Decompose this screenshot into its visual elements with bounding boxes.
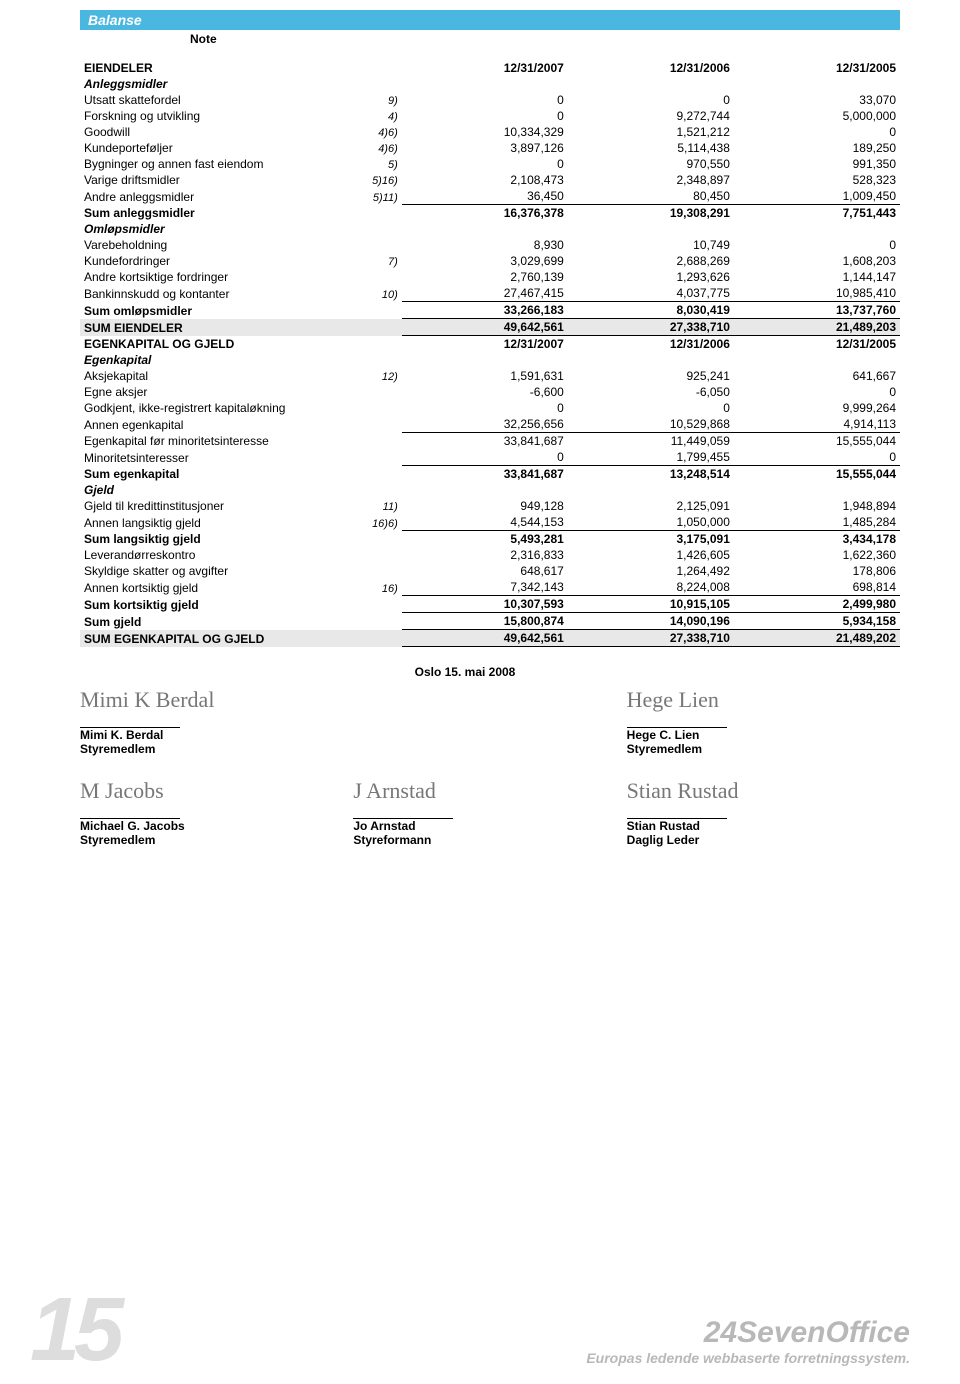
ek-gjeld-title: EGENKAPITAL OG GJELD (80, 336, 350, 353)
table-row: Annen egenkapital32,256,65610,529,8684,9… (80, 416, 900, 433)
table-row: Andre anleggsmidler5)11)36,45080,4501,00… (80, 188, 900, 205)
sum-eiendeler-label: SUM EIENDELER (80, 319, 350, 336)
table-row: Gjeld til kredittinstitusjoner11)949,128… (80, 498, 900, 514)
table-row: Leverandørreskontro2,316,8331,426,6051,6… (80, 547, 900, 563)
table-row: Forskning og utvikling4)09,272,7445,000,… (80, 108, 900, 124)
table-row: Bankinnskudd og kontanter10)27,467,4154,… (80, 285, 900, 302)
brand-name: 24SevenOffice (586, 1316, 910, 1350)
table-row: Skyldige skatter og avgifter648,6171,264… (80, 563, 900, 579)
table-row: Annen kortsiktig gjeld16)7,342,1438,224,… (80, 579, 900, 596)
omlops-hdr: Omløpsmidler (80, 221, 900, 237)
note-column-header: Note (80, 32, 900, 46)
section-banner: Balanse (80, 10, 900, 30)
sum-ek-gjeld-label: SUM EGENKAPITAL OG GJELD (80, 630, 350, 647)
table-row: Kundeporteføljer4)6)3,897,1265,114,43818… (80, 140, 900, 156)
table-row: Godkjent, ikke-registrert kapitaløkning0… (80, 400, 900, 416)
sum-gjeld-label: Sum gjeld (80, 613, 350, 630)
col-2005: 12/31/2005 (734, 60, 900, 76)
table-row: Utsatt skattefordel9)0033,070 (80, 92, 900, 108)
sum-ek-label: Sum egenkapital (80, 466, 350, 483)
sum-anlegg-label: Sum anleggsmidler (80, 205, 350, 222)
balance-table: EIENDELER 12/31/2007 12/31/2006 12/31/20… (80, 60, 900, 647)
col-2006: 12/31/2006 (568, 60, 734, 76)
sum-omlop-label: Sum omløpsmidler (80, 302, 350, 319)
signature-5: Stian Rustad (627, 778, 900, 816)
brand-tagline: Europas ledende webbaserte forretningssy… (586, 1350, 910, 1366)
table-row: Egne aksjer-6,600-6,0500 (80, 384, 900, 400)
page-footer: 15 24SevenOffice Europas ledende webbase… (0, 1294, 960, 1366)
signature-1: Mimi K Berdal (80, 687, 353, 725)
page-number: 15 (30, 1294, 118, 1366)
table-row: Varebeholdning8,93010,7490 (80, 237, 900, 253)
table-row: Annen langsiktig gjeld16)6)4,544,1531,05… (80, 514, 900, 531)
brand-block: 24SevenOffice Europas ledende webbaserte… (586, 1316, 910, 1366)
signature-area: Oslo 15. mai 2008 Mimi K Berdal Mimi K. … (80, 665, 900, 847)
egenkapital-hdr: Egenkapital (80, 352, 900, 368)
col-2007: 12/31/2007 (402, 60, 568, 76)
table-row: Andre kortsiktige fordringer2,760,1391,2… (80, 269, 900, 285)
signature-3: M Jacobs (80, 778, 353, 816)
table-row: Kundefordringer7)3,029,6992,688,2691,608… (80, 253, 900, 269)
assets-title: EIENDELER (80, 60, 350, 76)
signature-4: J Arnstad (353, 778, 626, 816)
signature-2: Hege Lien (627, 687, 900, 725)
anleggsmidler-hdr: Anleggsmidler (80, 76, 900, 92)
signature-date: Oslo 15. mai 2008 (80, 665, 900, 679)
table-row: Bygninger og annen fast eiendom5)0970,55… (80, 156, 900, 172)
gjeld-hdr: Gjeld (80, 482, 900, 498)
table-row: Aksjekapital12)1,591,631925,241641,667 (80, 368, 900, 384)
table-row: Varige driftsmidler5)16)2,108,4732,348,8… (80, 172, 900, 188)
table-row: Goodwill4)6)10,334,3291,521,2120 (80, 124, 900, 140)
